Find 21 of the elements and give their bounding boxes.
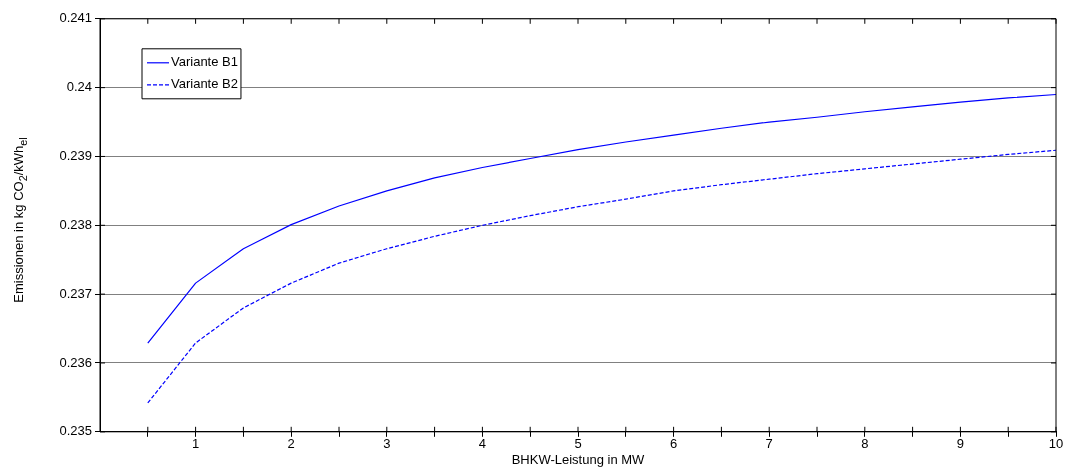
- x-tick-label: 7: [765, 436, 773, 452]
- line-series: [147, 149, 1056, 404]
- y-tick-label: 0.235: [59, 423, 92, 439]
- y-tick-label: 0.238: [59, 216, 92, 232]
- x-tick-label: 10: [1048, 436, 1064, 452]
- x-tick-label: 4: [478, 436, 487, 452]
- legend-label: Variante B2: [171, 76, 238, 92]
- y-tick-label: 0.236: [59, 354, 92, 370]
- x-tick-label: 5: [574, 436, 582, 452]
- legend-label: Variante B1: [171, 54, 238, 70]
- y-tick-label: 0.241: [59, 10, 92, 26]
- x-tick-label: 9: [956, 436, 965, 452]
- x-tick-label: 1: [191, 436, 200, 452]
- x-tick-label: 8: [861, 436, 869, 452]
- x-axis-title: BHKW-Leistung in MW: [511, 451, 646, 467]
- y-tick-label: 0.24: [66, 79, 92, 95]
- y-tick-label: 0.239: [59, 148, 92, 164]
- x-tick-label: 6: [669, 436, 678, 452]
- x-tick-label: 2: [287, 436, 295, 452]
- x-tick-label: 3: [383, 436, 391, 452]
- y-tick-label: 0.237: [59, 285, 92, 301]
